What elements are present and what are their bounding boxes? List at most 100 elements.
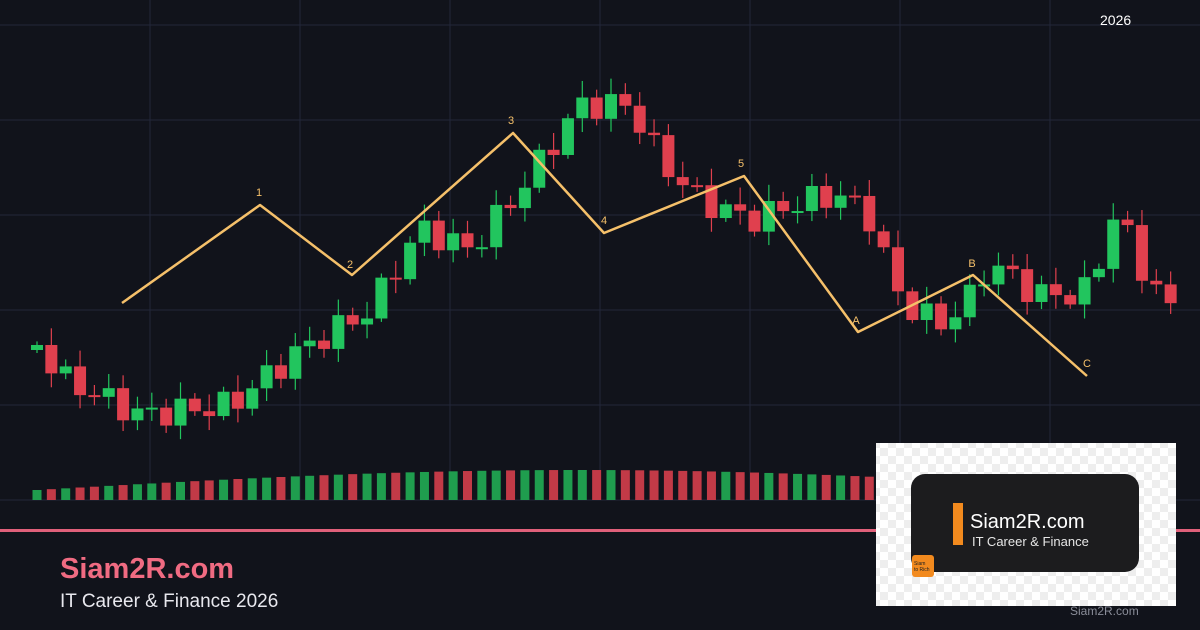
candle-body <box>662 135 675 178</box>
volume-bar <box>89 486 99 500</box>
logo-name: Siam2R.com <box>970 511 1084 533</box>
logo-badge <box>912 555 934 577</box>
volume-bar <box>463 471 472 500</box>
candle-body <box>260 365 273 389</box>
candle-body <box>160 407 173 426</box>
wave-labels: 1 2 3 4 5 A B C <box>256 115 1091 370</box>
logo-bar <box>953 503 963 545</box>
candle-body <box>719 204 732 219</box>
candles <box>31 78 1177 440</box>
volume-bar <box>663 470 673 500</box>
candle-body <box>963 284 976 318</box>
candle-body <box>762 200 775 232</box>
volume-bar <box>721 471 731 500</box>
candle-body <box>246 388 259 409</box>
volume-bar <box>233 479 243 500</box>
volume-bar <box>563 470 573 500</box>
candle-body <box>389 277 402 280</box>
volume-bar <box>491 470 501 500</box>
candle-body <box>561 118 574 155</box>
brand-name: Siam2R.com <box>60 553 234 585</box>
volume-bar <box>836 475 846 500</box>
volume-bar <box>75 487 85 500</box>
candle-body <box>1035 284 1048 302</box>
candle-body <box>734 204 747 211</box>
candle-body <box>834 195 847 208</box>
candle-body <box>274 365 287 379</box>
volume-bar <box>276 477 286 500</box>
volume-bar <box>850 476 860 500</box>
candle-body <box>648 132 661 136</box>
volume-bar <box>46 489 56 500</box>
candle-body <box>1049 284 1062 296</box>
candle-body <box>863 195 876 232</box>
volume-bar <box>219 479 229 500</box>
candle-body <box>1078 277 1091 305</box>
volume-bar <box>606 470 616 500</box>
candle-body <box>748 210 761 232</box>
volume-bar <box>793 473 803 500</box>
volume-bar <box>147 483 157 500</box>
candle-body <box>289 346 302 379</box>
candle-body <box>131 408 144 421</box>
year-label: 2026 <box>1100 12 1131 28</box>
candle-body <box>1121 219 1134 226</box>
brand-tagline: IT Career & Finance 2026 <box>60 591 278 612</box>
volume-bar <box>649 470 659 500</box>
candle-body <box>102 388 115 397</box>
volume-bar <box>750 472 759 500</box>
candle-body <box>848 195 861 198</box>
candle-body <box>892 247 904 292</box>
candle-body <box>691 185 704 188</box>
candle-body <box>1064 295 1077 305</box>
volume-bar <box>262 477 272 500</box>
volume-bar <box>405 472 415 500</box>
candle-body <box>432 220 445 251</box>
candle-body <box>949 317 962 330</box>
volume-bar <box>534 470 544 500</box>
candle-body <box>590 97 603 119</box>
candle-body <box>88 395 101 398</box>
volume-bar <box>778 473 788 500</box>
wave-label: C <box>1083 358 1091 370</box>
volume-bar <box>692 471 702 500</box>
volume-bar <box>807 474 817 500</box>
volume-bar <box>61 488 71 500</box>
volume-bar <box>635 470 645 500</box>
volume-bar <box>764 472 774 500</box>
candle-body <box>375 277 388 319</box>
volume-bar <box>592 470 602 500</box>
volume-bar <box>549 470 559 500</box>
candle-body <box>217 391 230 417</box>
wave-label: B <box>968 258 975 270</box>
candle-body <box>361 318 374 325</box>
watermark: Siam2R.com <box>1070 604 1139 618</box>
volume-bar <box>821 474 831 500</box>
candle-body <box>318 340 330 349</box>
candle-body <box>633 105 646 133</box>
candle-body <box>174 398 187 426</box>
divider <box>0 529 1200 532</box>
volume-bar <box>706 471 716 500</box>
candle-body <box>346 315 359 325</box>
wave-label: 3 <box>508 115 514 127</box>
volume-bar <box>477 470 487 500</box>
candle-body <box>117 388 130 421</box>
candle-body <box>447 233 460 251</box>
volume-bar <box>348 474 358 500</box>
candle-body <box>203 411 216 417</box>
logo-card <box>911 474 1139 572</box>
candle-body <box>1164 284 1177 304</box>
candle-body <box>1006 265 1019 270</box>
volume-bar <box>506 470 516 500</box>
candle-body <box>74 366 87 396</box>
candle-body <box>188 398 201 412</box>
candle-body <box>877 231 890 248</box>
volume-bar <box>678 470 688 500</box>
volume-bar <box>864 476 874 500</box>
volume-bar <box>376 473 386 500</box>
volume-bar <box>204 480 214 500</box>
candle-body <box>705 185 718 219</box>
candle-body <box>461 233 474 248</box>
